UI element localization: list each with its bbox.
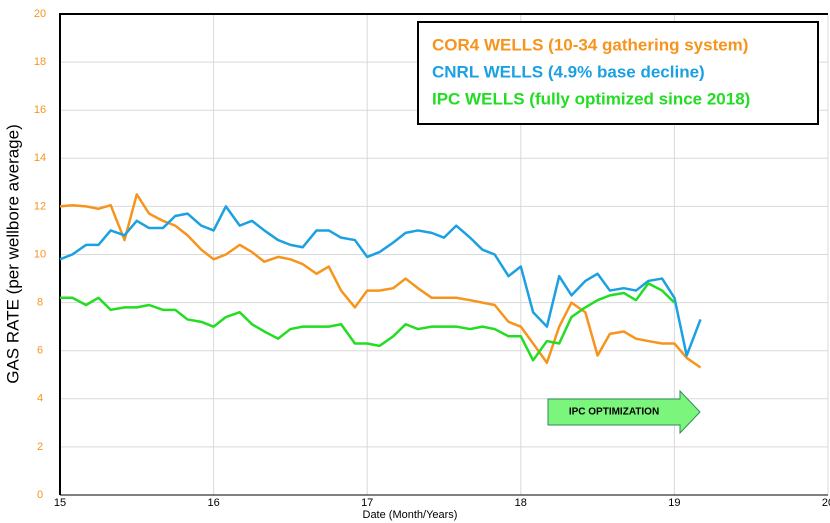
legend-entry: COR4 WELLS (10-34 gathering system) [432, 35, 748, 54]
y-tick-label: 12 [34, 200, 46, 212]
x-tick-label: 15 [54, 497, 66, 509]
legend-entry: CNRL WELLS (4.9% base decline) [432, 62, 705, 81]
y-tick-label: 4 [37, 393, 43, 405]
y-axis-label: GAS RATE (per wellbore average) [3, 124, 22, 384]
legend-box [417, 21, 819, 125]
series-line [60, 282, 676, 362]
legend-entry: IPC WELLS (fully optimized since 2018) [432, 89, 750, 108]
plot-frame [59, 13, 828, 495]
annotation: IPC OPTIMIZATION [569, 407, 659, 418]
y-tick-label: 0 [37, 489, 43, 501]
x-tick-label: 16 [207, 497, 219, 509]
x-tick-label: 19 [668, 497, 680, 509]
y-tick-label: 14 [34, 152, 46, 164]
x-tick-label: 17 [361, 497, 373, 509]
y-tick-label: 18 [34, 56, 46, 68]
y-tick-label: 2 [37, 441, 43, 453]
y-tick-label: 10 [34, 248, 46, 260]
series-line [59, 205, 702, 357]
y-tick-label: 8 [37, 297, 43, 309]
x-tick-label: 18 [515, 497, 527, 509]
y-tick-label: 6 [37, 345, 43, 357]
x-axis-label: Date (Month/Years) [363, 509, 458, 521]
y-tick-label: 16 [34, 104, 46, 116]
x-tick-label: 20 [822, 497, 830, 509]
y-tick-label: 20 [34, 8, 46, 20]
series-line [59, 193, 702, 369]
annotation-arrow [547, 389, 701, 435]
